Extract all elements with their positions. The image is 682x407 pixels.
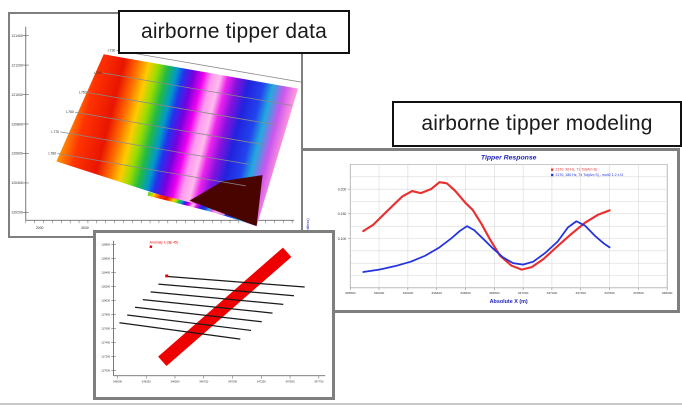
flight-lines-anomaly-panel: 118800 118600 118400 118200 118000 117800 1176… bbox=[93, 230, 335, 400]
map-y-tick-label: 120800 bbox=[11, 122, 23, 126]
line-start-marker bbox=[165, 274, 169, 278]
lines-y-tick-label: 118000 bbox=[101, 299, 110, 303]
anomaly-legend-marker bbox=[149, 245, 153, 248]
chart-y-tick-label: 0.100 bbox=[338, 237, 347, 241]
map-y-tick-label: 120200 bbox=[11, 211, 23, 215]
lines-y-tick-label: 118600 bbox=[101, 257, 110, 261]
chart-y-tick-label: 0.150 bbox=[338, 212, 347, 216]
survey-line bbox=[142, 298, 273, 314]
map-flight-line-label: L780 bbox=[48, 151, 56, 155]
map-flight-line bbox=[60, 131, 249, 165]
legend-entry: 2170, 90 Hz, Tz Tot(Am B) bbox=[555, 168, 597, 172]
callout-data-text: airborne tipper data bbox=[140, 20, 328, 43]
lines-x-tick-label: 346500 bbox=[170, 380, 180, 384]
chart-x-tick-label: 347400 bbox=[575, 291, 586, 295]
lines-x-tick-label: 347500 bbox=[286, 380, 296, 384]
contour-fringe bbox=[147, 191, 226, 216]
lines-x-tick-label: 346250 bbox=[142, 380, 152, 384]
lines-x-tick-label: 346750 bbox=[199, 380, 209, 384]
chart-x-tick-label: 348000 bbox=[662, 291, 673, 295]
map-flight-line-label: L740 bbox=[94, 71, 102, 75]
lines-x-tick-label: 347750 bbox=[314, 380, 324, 384]
map-y-tick-label: 121000 bbox=[11, 93, 23, 97]
map-flight-line bbox=[87, 92, 277, 126]
chart-x-tick-label: 345800 bbox=[345, 291, 356, 295]
map-flight-line bbox=[102, 72, 292, 106]
map-flight-line bbox=[57, 153, 246, 187]
legend-marker bbox=[551, 168, 554, 171]
lines-y-tick-label: 117000 bbox=[101, 369, 110, 373]
chart-x-tick-label: 346400 bbox=[431, 291, 442, 295]
map-y-tick-label: 120600 bbox=[11, 152, 23, 156]
chart-x-tick-label: 346000 bbox=[374, 291, 385, 295]
lines-y-tick-label: 117200 bbox=[101, 355, 110, 359]
legend-marker bbox=[551, 173, 554, 177]
anomaly-band bbox=[158, 247, 292, 367]
lines-y-tick-label: 117600 bbox=[101, 327, 110, 331]
lines-y-tick-label: 117400 bbox=[101, 341, 110, 345]
map-y-tick-label: 121400 bbox=[11, 34, 23, 38]
chart-x-tick-label: 347800 bbox=[633, 291, 644, 295]
chart-x-tick-label: 346800 bbox=[489, 291, 500, 295]
chart-x-tick-label: 347000 bbox=[518, 291, 529, 295]
lines-y-tick-label: 118400 bbox=[101, 271, 110, 275]
chart-series-blue bbox=[362, 220, 611, 273]
contour-low-patch bbox=[189, 175, 263, 227]
lines-y-tick-label: 118200 bbox=[101, 285, 110, 289]
tipper-response-chart: 345800 346000 346200 346400 346600 346800 3470… bbox=[305, 155, 673, 306]
chart-x-tick-label: 347200 bbox=[547, 291, 558, 295]
chart-x-tick-label: 346600 bbox=[460, 291, 471, 295]
map-flight-line-label: L770 bbox=[51, 130, 59, 134]
survey-line bbox=[158, 283, 295, 297]
callout-airborne-tipper-data: airborne tipper data bbox=[118, 10, 350, 54]
map-flight-line-label: L760 bbox=[66, 110, 74, 114]
map-x-tick-label: 2000 bbox=[36, 226, 44, 230]
callout-modeling-text: airborne tipper modeling bbox=[421, 112, 653, 135]
contour-map-plot: 121400 121200 121000 120800 120600 120400 1202… bbox=[11, 26, 301, 230]
map-x-tick-label: 3000 bbox=[81, 226, 89, 230]
map-y-tick-label: 120400 bbox=[11, 181, 23, 185]
lines-x-tick-label: 346000 bbox=[113, 380, 123, 384]
lines-y-tick-label: 118800 bbox=[101, 243, 110, 247]
chart-x-tick-label: 347600 bbox=[604, 291, 615, 295]
callout-airborne-tipper-modeling: airborne tipper modeling bbox=[392, 101, 682, 147]
tipper-modeling-panel: 345800 346000 346200 346400 346600 346800 3470… bbox=[300, 148, 680, 313]
legend-entry: 2170, 180 Hz, Tz Tot(Am S) - mult2 1.2 x… bbox=[555, 173, 623, 177]
anomaly-legend-text: Anomaly 1 (dip 45) bbox=[150, 241, 178, 245]
map-flight-line bbox=[75, 111, 264, 146]
chart-title: Tipper Response bbox=[481, 155, 537, 162]
chart-x-tick-label: 346200 bbox=[403, 291, 414, 295]
survey-line bbox=[127, 314, 252, 332]
map-flight-line bbox=[116, 49, 301, 83]
flight-lines-plot: 118800 118600 118400 118200 118000 117800 1176… bbox=[101, 241, 326, 384]
survey-line bbox=[166, 275, 305, 288]
survey-line bbox=[134, 306, 262, 323]
chart-y-tick-label: 0.200 bbox=[338, 187, 347, 191]
chart-series-red bbox=[362, 181, 611, 271]
survey-line bbox=[119, 322, 241, 340]
lines-x-tick-label: 347000 bbox=[228, 380, 238, 384]
survey-line bbox=[150, 291, 284, 306]
lines-y-tick-label: 117800 bbox=[101, 313, 110, 317]
map-flight-line-label: L730 bbox=[108, 48, 116, 52]
chart-x-axis-title: Absolute X (m) bbox=[490, 299, 528, 305]
slide-bottom-edge bbox=[0, 403, 682, 405]
chart-y-axis-title: (unitless) bbox=[305, 218, 310, 234]
map-y-tick-label: 121200 bbox=[11, 63, 23, 67]
lines-x-tick-label: 347250 bbox=[257, 380, 267, 384]
map-flight-line-label: L750 bbox=[79, 91, 87, 95]
